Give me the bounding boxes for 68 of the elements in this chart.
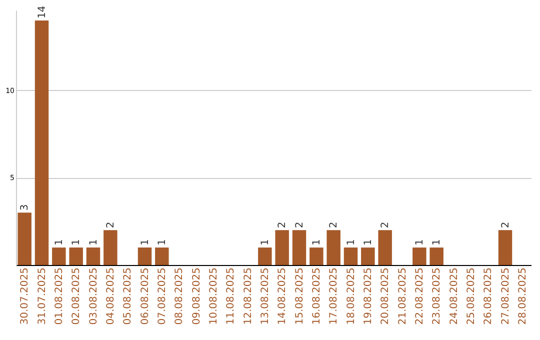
x-tick-label: 28.08.2025	[517, 268, 528, 325]
data-label: 1	[414, 239, 426, 246]
bar	[52, 248, 66, 265]
data-label: 1	[260, 239, 271, 246]
data-label: 2	[277, 222, 288, 228]
bar	[104, 230, 118, 265]
data-label: 2	[500, 222, 512, 228]
data-label: 14	[36, 6, 48, 18]
data-label: 2	[294, 222, 306, 228]
x-tick-label: 07.08.2025	[156, 268, 168, 325]
x-tick-label: 27.08.2025	[500, 268, 512, 325]
x-tick-label: 23.08.2025	[432, 268, 443, 325]
x-tick-label: 12.08.2025	[242, 268, 254, 325]
data-label: 2	[105, 222, 116, 228]
x-tick-label: 19.08.2025	[362, 268, 374, 325]
x-tick-label: 05.08.2025	[122, 268, 134, 325]
bar	[69, 248, 83, 265]
x-tick-label: 11.08.2025	[226, 268, 237, 325]
x-tick-label: 01.08.2025	[54, 268, 65, 325]
bar	[34, 20, 49, 265]
x-tick-label: 31.07.2025	[36, 268, 48, 325]
data-label: 1	[346, 239, 357, 246]
bar	[86, 248, 100, 265]
x-tick-label: 13.08.2025	[260, 268, 271, 325]
x-tick-label: 10.08.2025	[208, 268, 220, 325]
bar	[155, 248, 169, 265]
bar	[344, 248, 358, 265]
x-tick-label: 24.08.2025	[448, 268, 460, 325]
x-tick-label: 30.07.2025	[20, 268, 31, 325]
x-tick-label: 22.08.2025	[414, 268, 426, 325]
bar	[498, 230, 512, 265]
data-label: 1	[71, 239, 82, 246]
x-tick-label: 03.08.2025	[88, 268, 100, 325]
data-label: 1	[88, 239, 100, 246]
data-label: 1	[140, 239, 151, 246]
x-tick-label: 20.08.2025	[380, 268, 392, 325]
bar	[292, 230, 306, 265]
data-label: 1	[432, 239, 443, 246]
bar	[258, 248, 272, 265]
x-tick-label: 25.08.2025	[466, 268, 477, 325]
data-label: 3	[20, 204, 31, 211]
bar	[275, 230, 289, 265]
data-label: 1	[311, 239, 322, 246]
bar	[361, 248, 375, 265]
bar	[18, 212, 32, 265]
data-label: 1	[156, 239, 168, 246]
x-tick-label: 21.08.2025	[397, 268, 408, 325]
x-tick-label: 09.08.2025	[191, 268, 202, 325]
bar	[310, 248, 324, 265]
x-tick-label: 02.08.2025	[71, 268, 82, 325]
data-label: 2	[380, 222, 392, 228]
bar	[378, 230, 392, 265]
data-label: 1	[54, 239, 65, 246]
bar	[430, 248, 444, 265]
data-label: 2	[328, 222, 340, 228]
bar	[138, 248, 152, 265]
data-label: 1	[362, 239, 374, 246]
x-tick-label: 26.08.2025	[483, 268, 494, 325]
x-tick-label: 06.08.2025	[140, 268, 151, 325]
bar	[412, 248, 426, 265]
x-tick-label: 18.08.2025	[346, 268, 357, 325]
x-tick-label: 17.08.2025	[328, 268, 340, 325]
x-tick-label: 08.08.2025	[174, 268, 186, 325]
bar	[326, 230, 340, 265]
x-tick-label: 16.08.2025	[311, 268, 322, 325]
x-tick-label: 14.08.2025	[277, 268, 288, 325]
x-tick-label: 15.08.2025	[294, 268, 306, 325]
x-tick-label: 04.08.2025	[105, 268, 116, 325]
